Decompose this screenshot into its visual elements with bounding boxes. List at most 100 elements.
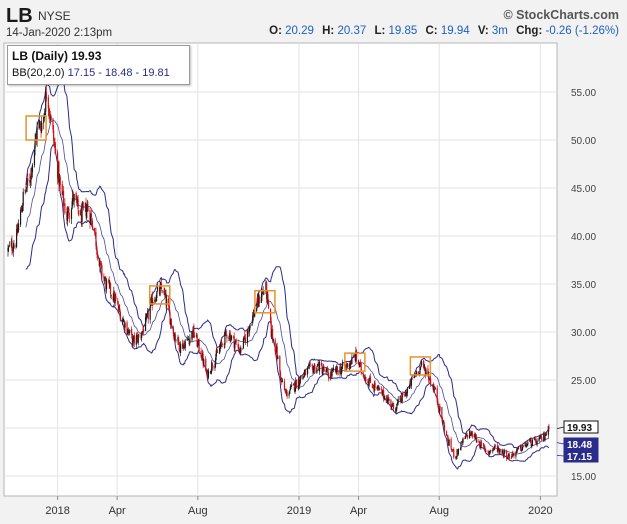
candle-body <box>480 442 483 444</box>
candle-body <box>402 394 404 396</box>
candle-body <box>336 365 338 373</box>
chart-legend[interactable]: LB (Daily) 19.93 BB(20,2.0) 17.15 - 18.4… <box>7 45 190 85</box>
candle-body <box>133 335 135 344</box>
candle-body <box>371 383 374 388</box>
candle-body <box>395 409 397 412</box>
candle-body <box>82 205 84 206</box>
candle-body <box>404 394 406 397</box>
candle-body <box>364 377 366 381</box>
candle-body <box>86 204 88 208</box>
candle-body <box>425 369 427 376</box>
candle-body <box>146 311 149 315</box>
candle-body <box>168 305 170 313</box>
chart-timestamp: 14-Jan-2020 2:13pm <box>6 27 113 39</box>
candle-body <box>434 388 436 390</box>
candle-body <box>63 204 65 206</box>
candle-body <box>530 439 532 446</box>
candle-body <box>478 441 481 447</box>
candle-body <box>443 424 446 432</box>
candle-body <box>191 331 193 339</box>
candle-body <box>474 435 477 440</box>
candle-body <box>437 401 439 405</box>
candle-body <box>405 392 407 397</box>
candle-body <box>307 368 309 375</box>
candle-body <box>146 314 148 316</box>
candle-body <box>86 209 88 218</box>
y-tick-label: 40.00 <box>571 232 596 243</box>
candle-body <box>117 300 119 305</box>
candle-body <box>293 383 295 386</box>
candle-body <box>50 116 52 120</box>
candle-body <box>390 406 393 409</box>
candle-body <box>110 295 112 296</box>
candle-body <box>188 340 190 344</box>
candle-body <box>323 368 325 372</box>
candle-body <box>304 370 306 372</box>
candle-body <box>45 92 47 113</box>
candle-body <box>295 380 297 389</box>
x-tick-label: Aug <box>429 505 449 517</box>
candle-body <box>368 380 370 387</box>
candle-body <box>224 330 227 334</box>
candle-body <box>326 369 328 371</box>
candle-body <box>494 445 496 449</box>
candle-body <box>85 204 87 217</box>
candle-body <box>427 368 429 375</box>
candle-body <box>350 361 352 364</box>
candle-body <box>72 193 74 202</box>
candle-body <box>359 362 361 367</box>
candle-body <box>406 392 408 396</box>
candle-body <box>275 346 278 353</box>
candle-body <box>285 391 288 393</box>
candle-body <box>164 292 167 296</box>
candle-body <box>49 110 51 117</box>
candle-body <box>548 426 550 429</box>
candle-body <box>132 337 134 346</box>
candle-body <box>517 448 520 449</box>
candle-body <box>164 291 166 295</box>
candle-body <box>297 379 299 390</box>
candle-body <box>399 396 401 401</box>
candle-body <box>383 390 385 399</box>
candle-body <box>462 438 464 443</box>
bollinger-lower-band <box>25 144 550 470</box>
candle-body <box>251 324 253 326</box>
candle-body <box>230 335 233 340</box>
candle-body <box>317 363 319 365</box>
candle-body <box>230 337 232 341</box>
candle-body <box>54 144 56 148</box>
candle-body <box>432 385 434 391</box>
candle-body <box>225 331 227 334</box>
candle-body <box>77 199 79 210</box>
candle-body <box>400 396 402 402</box>
candle-body <box>534 437 536 439</box>
candle-body <box>187 338 189 340</box>
candle-body <box>209 371 211 374</box>
candle-body <box>12 250 14 252</box>
price-label-pointer <box>556 454 565 457</box>
candle-body <box>388 398 390 401</box>
candle-body <box>184 341 186 349</box>
candle-body <box>453 449 455 458</box>
candle-body <box>367 381 369 383</box>
candle-body <box>383 396 385 400</box>
candle-body <box>87 205 89 212</box>
candle-body <box>451 448 453 452</box>
price-label-text: 19.93 <box>567 423 592 434</box>
candle-body <box>207 370 209 378</box>
candle-body <box>535 441 538 445</box>
candle-body <box>53 129 55 141</box>
candle-body <box>141 331 143 335</box>
candle-body <box>81 206 83 222</box>
candle-body <box>312 368 315 374</box>
candle-body <box>341 366 343 370</box>
candle-body <box>191 332 194 338</box>
candle-body <box>64 203 66 214</box>
candle-body <box>210 370 212 374</box>
candle-body <box>94 227 96 232</box>
candle-body <box>223 343 225 345</box>
candle-body <box>215 349 217 357</box>
candle-body <box>16 227 18 235</box>
candle-body <box>33 149 36 166</box>
